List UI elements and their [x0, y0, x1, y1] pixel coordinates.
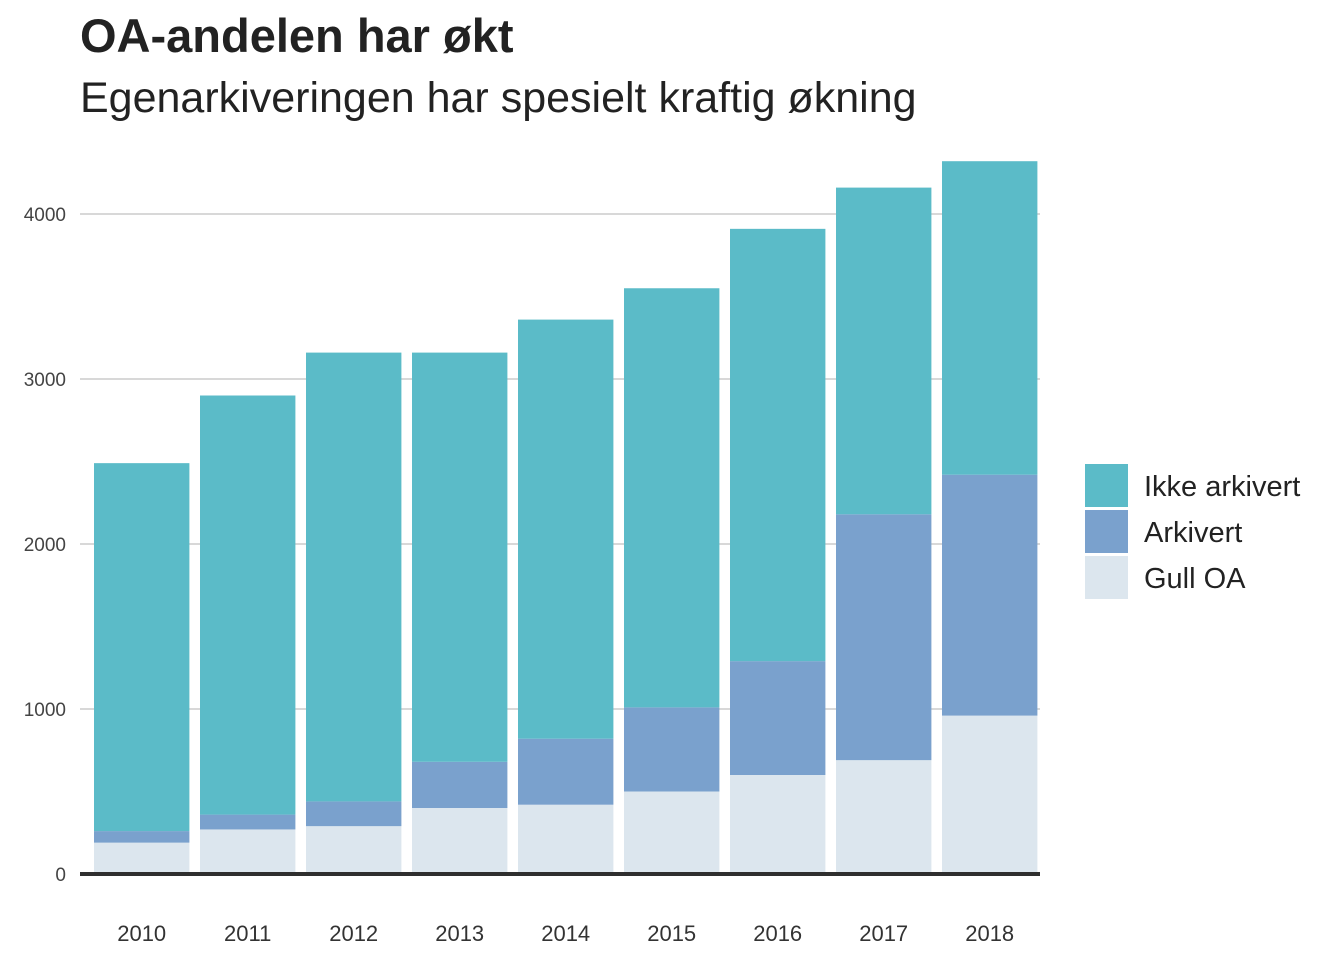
- bar-segment-ikke-arkivert: [942, 161, 1038, 475]
- bar-segment-gull-oa: [730, 775, 826, 874]
- bar-segment-ikke-arkivert: [200, 395, 296, 815]
- x-tick-label: 2015: [647, 921, 696, 946]
- chart-title: OA-andelen har økt: [80, 9, 514, 62]
- legend-swatch-ikke-arkivert: [1085, 464, 1128, 507]
- bar-segment-ikke-arkivert: [836, 187, 932, 515]
- legend-swatch-gull-oa: [1085, 556, 1128, 599]
- bar-segment-arkivert: [624, 707, 720, 792]
- bar-segment-ikke-arkivert: [412, 352, 508, 762]
- bar-segment-gull-oa: [518, 804, 614, 874]
- legend-label: Gull OA: [1144, 563, 1246, 595]
- x-tick-label: 2011: [224, 921, 271, 946]
- bar-segment-gull-oa: [94, 842, 190, 874]
- x-tick-label: 2014: [541, 921, 590, 946]
- bar-segment-gull-oa: [836, 760, 932, 874]
- bar-segment-arkivert: [200, 814, 296, 830]
- bar-segment-arkivert: [942, 474, 1038, 716]
- bar-segment-ikke-arkivert: [624, 288, 720, 708]
- legend-label: Arkivert: [1144, 517, 1242, 549]
- bar-segment-gull-oa: [412, 808, 508, 874]
- y-tick-label: 1000: [24, 700, 66, 721]
- chart-subtitle: Egenarkiveringen har spesielt kraftig øk…: [80, 74, 917, 122]
- y-tick-label: 4000: [24, 205, 66, 226]
- bars: [94, 161, 1038, 874]
- bar-segment-gull-oa: [624, 791, 720, 874]
- bar-segment-arkivert: [836, 514, 932, 761]
- x-tick-label: 2012: [329, 921, 378, 946]
- x-tick-label: 2016: [753, 921, 802, 946]
- bar-segment-arkivert: [730, 661, 826, 775]
- bar-segment-ikke-arkivert: [94, 463, 190, 832]
- x-tick-label: 2017: [859, 921, 908, 946]
- bar-segment-ikke-arkivert: [518, 319, 614, 739]
- bar-segment-arkivert: [518, 738, 614, 805]
- bar-segment-ikke-arkivert: [306, 352, 402, 802]
- x-tick-label: 2018: [965, 921, 1014, 946]
- x-axis-ticks: 2010 2011 2012 2013 2014 2015 2016 2017 2018: [117, 921, 1014, 946]
- x-tick-label: 2013: [435, 921, 484, 946]
- y-tick-label: 3000: [24, 370, 66, 391]
- bar-segment-arkivert: [306, 801, 402, 827]
- bar-segment-gull-oa: [200, 829, 296, 874]
- bar-segment-gull-oa: [942, 715, 1038, 874]
- legend: Ikke arkivert Arkivert Gull OA: [1085, 464, 1300, 599]
- x-tick-label: 2010: [117, 921, 166, 946]
- y-tick-label: 0: [55, 865, 66, 886]
- legend-label: Ikke arkivert: [1144, 471, 1300, 503]
- bar-segment-ikke-arkivert: [730, 228, 826, 662]
- bar-segment-gull-oa: [306, 826, 402, 874]
- bar-segment-arkivert: [412, 761, 508, 808]
- legend-swatch-arkivert: [1085, 510, 1128, 553]
- bar-segment-arkivert: [94, 831, 190, 843]
- y-tick-label: 2000: [24, 535, 66, 556]
- y-axis-ticks: 0 1000 2000 3000 4000: [24, 205, 66, 886]
